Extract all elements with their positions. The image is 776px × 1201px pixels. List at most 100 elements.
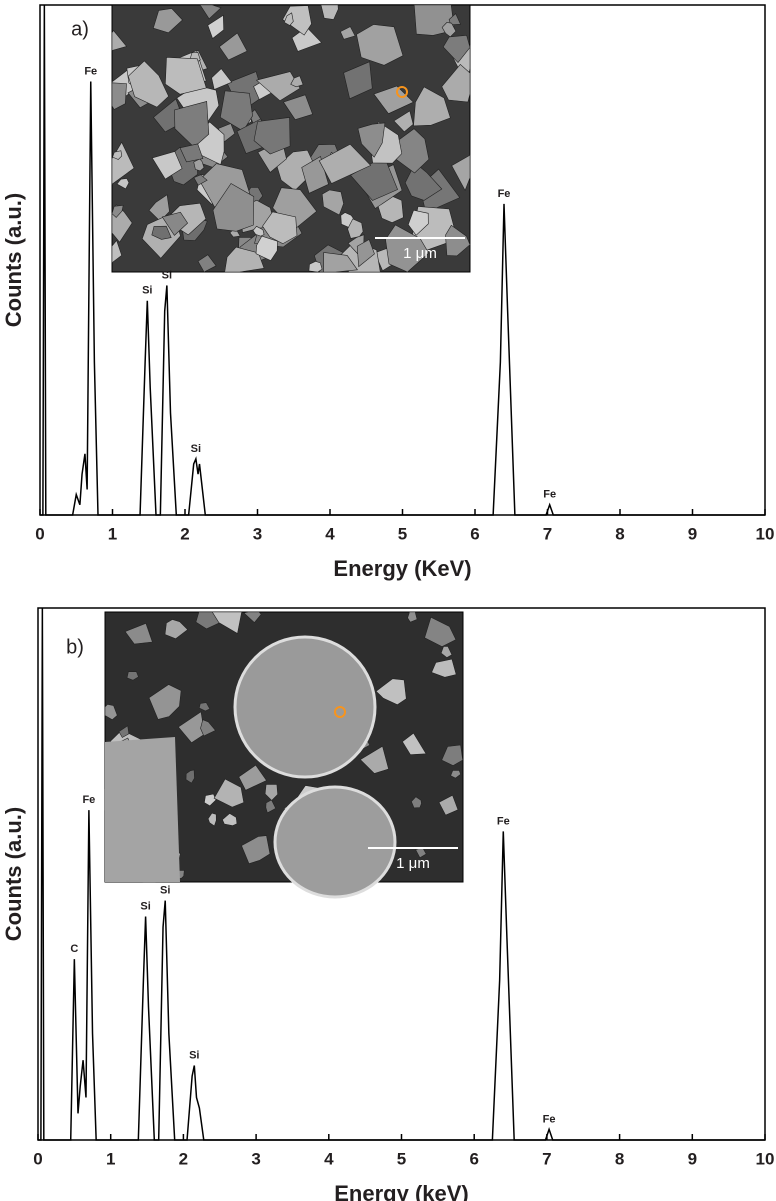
sem-marker bbox=[396, 86, 408, 98]
sem-marker bbox=[334, 706, 346, 718]
sem-particle bbox=[356, 239, 375, 268]
sem-particle bbox=[375, 678, 407, 706]
y-axis-title: Counts (a.u.) bbox=[1, 193, 26, 327]
sem-particle bbox=[450, 770, 462, 779]
sem-particle bbox=[112, 150, 123, 160]
sem-particle bbox=[373, 85, 414, 115]
peak-label: Fe bbox=[543, 1113, 556, 1125]
peak-label: Fe bbox=[82, 794, 95, 806]
panel: 0 1 2 3 4 5 6 7 8 9 10 Energy (keV) Counts (a.u.) 1 μ… bbox=[1, 607, 775, 1201]
x-tick-label: 4 bbox=[324, 1149, 334, 1168]
x-tick-label: 7 bbox=[542, 1149, 551, 1168]
sem-particle bbox=[320, 4, 339, 20]
sem-particle bbox=[111, 204, 124, 218]
spectrum-line bbox=[40, 4, 765, 516]
sem-particle bbox=[424, 616, 457, 648]
sem-particle bbox=[185, 769, 195, 784]
sem-particle bbox=[118, 725, 130, 738]
x-tick-label: 6 bbox=[469, 1149, 478, 1168]
sem-particle bbox=[290, 75, 304, 88]
sem-particle bbox=[359, 745, 389, 774]
sem-particle bbox=[407, 209, 429, 236]
sem-particle bbox=[207, 14, 225, 39]
x-tick-label: 1 bbox=[106, 1149, 115, 1168]
sem-particle bbox=[252, 225, 265, 237]
x-tick-label: 0 bbox=[35, 524, 44, 543]
sem-particle bbox=[111, 239, 123, 264]
sem-particle bbox=[151, 151, 183, 180]
sem-particle bbox=[243, 611, 262, 624]
sem-particle bbox=[415, 846, 427, 859]
sem-particle bbox=[402, 732, 427, 756]
sem-particle bbox=[199, 4, 222, 20]
sem-particle bbox=[218, 32, 248, 61]
sem-particle bbox=[411, 796, 422, 809]
sem-particle bbox=[151, 225, 172, 240]
x-tick-label: 2 bbox=[180, 524, 189, 543]
panel: 0 1 2 3 4 5 6 7 8 9 10 Energy (KeV) Counts (a.u.) 1 μ… bbox=[1, 4, 775, 581]
x-tick-label: 7 bbox=[543, 524, 552, 543]
inset-scale-label: 1 μm bbox=[403, 245, 437, 262]
x-tick-label: 10 bbox=[756, 524, 775, 543]
x-tick-label: 4 bbox=[325, 524, 335, 543]
x-tick-label: 10 bbox=[756, 1149, 775, 1168]
sem-particle bbox=[148, 684, 182, 720]
sem-particle bbox=[164, 202, 207, 236]
sem-particle bbox=[124, 622, 153, 645]
sem-particle bbox=[343, 61, 373, 100]
x-tick-label: 2 bbox=[179, 1149, 188, 1168]
y-axis-title: Counts (a.u.) bbox=[1, 807, 26, 941]
sem-particle bbox=[357, 122, 386, 158]
sem-particle bbox=[212, 183, 255, 232]
sem-particle bbox=[431, 658, 457, 678]
panel-label: b) bbox=[66, 636, 84, 658]
x-tick-label: 3 bbox=[251, 1149, 260, 1168]
sem-particle bbox=[197, 254, 217, 273]
sem-particle bbox=[177, 711, 206, 744]
sem-particle bbox=[164, 619, 189, 640]
x-tick-label: 5 bbox=[398, 524, 407, 543]
peak-label: Fe bbox=[543, 489, 556, 501]
sem-particle bbox=[193, 158, 205, 172]
peak-label: Si bbox=[142, 285, 152, 297]
x-tick-label: 8 bbox=[615, 524, 624, 543]
x-tick-label: 9 bbox=[688, 524, 697, 543]
x-tick-label: 0 bbox=[33, 1149, 42, 1168]
sem-particle bbox=[213, 778, 245, 808]
x-tick-label: 6 bbox=[470, 524, 479, 543]
sem-particle bbox=[255, 71, 301, 102]
sem-particle bbox=[448, 13, 461, 26]
sem-particle bbox=[241, 835, 271, 865]
peak-label: Si bbox=[162, 269, 172, 281]
sem-particle bbox=[207, 812, 217, 827]
sem-particle bbox=[238, 764, 267, 791]
sem-particle bbox=[105, 737, 180, 882]
panel-label: a) bbox=[71, 18, 89, 40]
sem-particle bbox=[440, 646, 453, 658]
sem-particle bbox=[193, 174, 208, 186]
inset-scale-label: 1 μm bbox=[396, 855, 430, 872]
sem-particle bbox=[340, 26, 356, 40]
sem-particle bbox=[308, 260, 323, 273]
x-axis-title: Energy (keV) bbox=[334, 1181, 469, 1201]
x-tick-label: 9 bbox=[688, 1149, 697, 1168]
x-axis-title: Energy (KeV) bbox=[333, 556, 471, 581]
sem-particle bbox=[438, 794, 459, 816]
sem-particle bbox=[111, 82, 127, 110]
sem-particle bbox=[179, 143, 204, 163]
sem-particle bbox=[164, 56, 207, 95]
sem-particle bbox=[211, 611, 243, 634]
sem-particle bbox=[203, 793, 217, 807]
spectrum-line bbox=[38, 607, 765, 1141]
sem-particle bbox=[126, 671, 139, 681]
sem-particle bbox=[111, 30, 128, 51]
x-tick-label: 5 bbox=[397, 1149, 406, 1168]
peak-label: Fe bbox=[84, 65, 97, 77]
sem-particle bbox=[393, 110, 414, 133]
sem-particle bbox=[321, 189, 344, 216]
sem-particle bbox=[152, 8, 183, 34]
x-tick-label: 8 bbox=[615, 1149, 624, 1168]
sem-particle bbox=[233, 635, 377, 779]
sem-particle bbox=[253, 117, 291, 155]
peak-label: Si bbox=[189, 1049, 199, 1061]
